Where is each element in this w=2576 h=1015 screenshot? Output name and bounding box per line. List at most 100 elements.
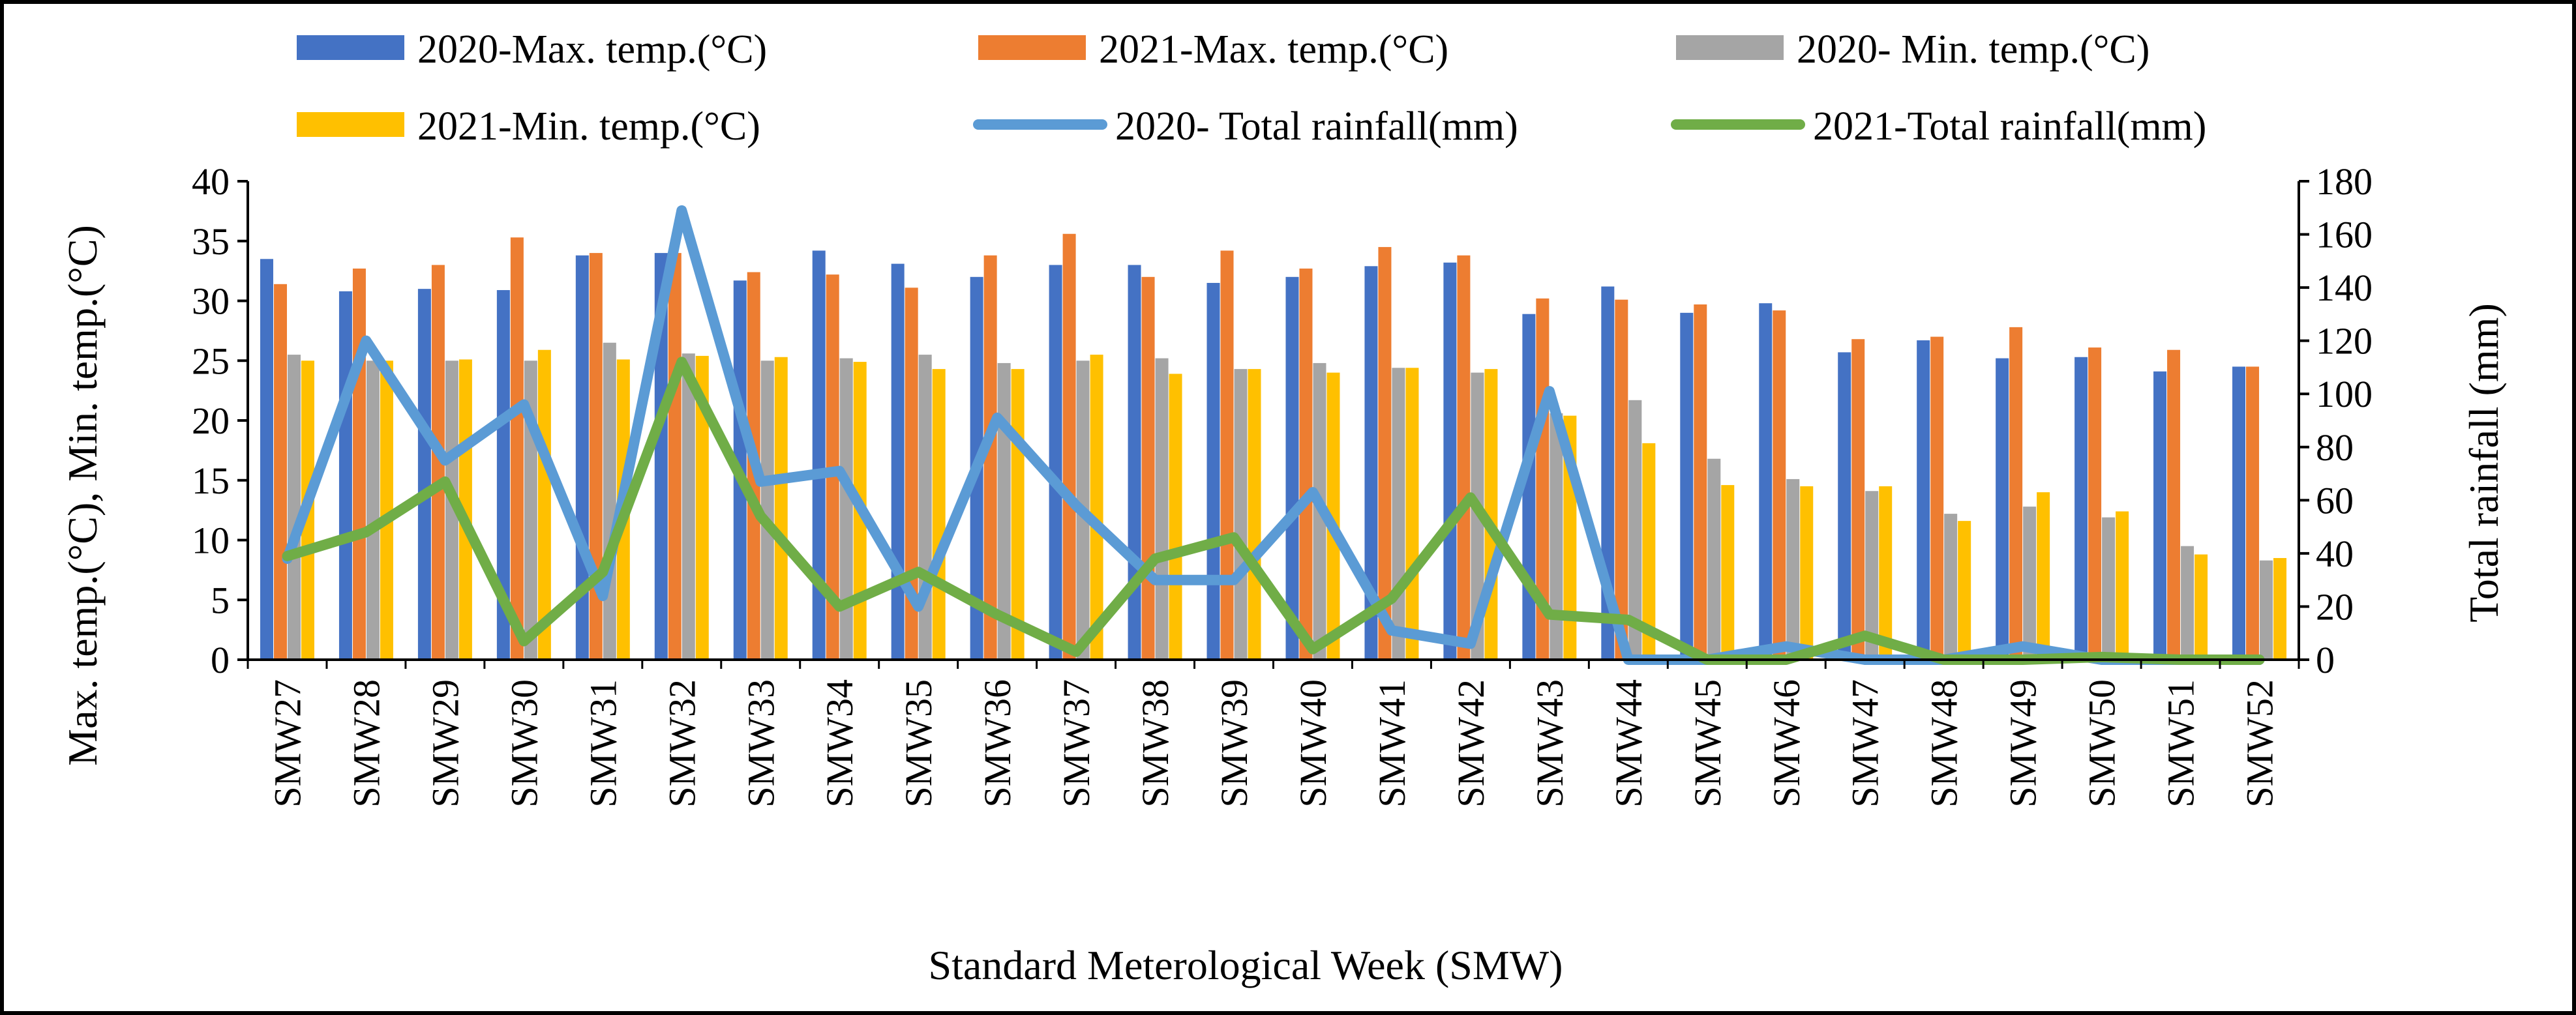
bar — [654, 253, 668, 660]
legend-label: 2020-Max. temp.(°C) — [417, 27, 767, 72]
bar — [839, 358, 853, 660]
bar — [2102, 517, 2116, 660]
x-tick-label: SMW42 — [1450, 679, 1492, 808]
bar — [2009, 327, 2023, 660]
x-tick-label: SMW38 — [1134, 679, 1176, 808]
bar — [1642, 443, 1656, 660]
bar — [1141, 276, 1155, 660]
x-tick-label: SMW29 — [424, 679, 466, 808]
x-tick-label: SMW27 — [266, 679, 308, 808]
y-tick-label: 25 — [192, 340, 230, 382]
x-tick-label: SMW45 — [1686, 679, 1729, 808]
x-tick-label: SMW30 — [503, 679, 545, 808]
bar — [2232, 366, 2246, 660]
bar — [1917, 340, 1930, 660]
legend-label: 2021-Total rainfall(mm) — [1813, 104, 2206, 149]
bar — [1220, 250, 1234, 660]
x-tick-label: SMW28 — [345, 679, 387, 808]
bar — [2167, 349, 2181, 660]
bar — [1944, 514, 1958, 660]
bar — [338, 291, 352, 660]
x-tick-label: SMW52 — [2239, 679, 2281, 808]
x-tick-label: SMW41 — [1371, 679, 1413, 808]
x-tick-label: SMW36 — [976, 679, 1019, 808]
bars — [260, 233, 2287, 660]
y-tick-label: 20 — [192, 400, 230, 442]
y2-tick-label: 80 — [2316, 426, 2354, 469]
x-tick-label: SMW39 — [1213, 679, 1255, 808]
bar — [812, 250, 826, 660]
bar — [1285, 276, 1299, 660]
bar — [1786, 478, 1800, 660]
bar — [891, 263, 905, 660]
left-axis: 0 5 10 15 20 25 30 35 40 — [192, 160, 249, 681]
y2-tick-label: 20 — [2316, 585, 2354, 628]
y2-tick-label: 40 — [2316, 533, 2354, 575]
y-tick-label: 35 — [192, 220, 230, 263]
bar — [510, 237, 524, 660]
bar — [2153, 371, 2167, 660]
bar — [1364, 266, 1378, 660]
bar — [352, 268, 366, 660]
bar — [681, 353, 695, 660]
bar — [2194, 554, 2208, 660]
bar — [366, 360, 380, 660]
legend-label: 2021-Max. temp.(°C) — [1099, 27, 1448, 72]
bar — [1930, 336, 1944, 660]
bar — [445, 360, 458, 660]
bar — [760, 360, 774, 660]
bar — [774, 357, 788, 660]
bar — [496, 289, 510, 660]
bar — [1392, 368, 1405, 660]
bar — [1405, 368, 1419, 660]
bar — [1299, 268, 1313, 660]
bar — [1206, 282, 1220, 660]
y2-tick-label: 0 — [2316, 639, 2335, 681]
right-axis: 0 20 40 60 80 100 120 140 160 180 — [2298, 160, 2373, 681]
x-tick-label: SMW40 — [1292, 679, 1334, 808]
bar — [2260, 560, 2273, 660]
x-tick-label: SMW43 — [1529, 679, 1571, 808]
x-tick-label: SMW32 — [661, 679, 703, 808]
bar — [997, 362, 1011, 660]
legend-swatch — [297, 35, 404, 60]
bar — [1628, 400, 1642, 660]
bar — [1234, 369, 1248, 660]
x-axis: SMW27 SMW28 SMW29 SMW30 SMW31 SMW32 SMW33 SMW34… — [247, 658, 2300, 808]
bar — [1759, 303, 1773, 660]
bar — [905, 287, 918, 660]
bar — [1248, 369, 1261, 660]
x-tick-label: SMW49 — [2002, 679, 2044, 808]
bar — [983, 255, 997, 660]
bar — [1378, 246, 1392, 660]
bar — [2181, 546, 2194, 660]
legend-label: 2020- Min. temp.(°C) — [1797, 27, 2149, 72]
bar — [1615, 299, 1628, 660]
bar — [380, 360, 393, 660]
bar — [1851, 339, 1865, 660]
bar — [458, 359, 472, 660]
bar — [603, 342, 616, 660]
legend: 2020-Max. temp.(°C) 2021-Max. temp.(°C) 20… — [297, 27, 2206, 149]
y2-tick-label: 180 — [2316, 160, 2373, 203]
bar — [918, 355, 932, 660]
bar — [431, 265, 445, 660]
y-tick-label: 15 — [192, 460, 230, 502]
bar — [1865, 491, 1879, 660]
bar — [1958, 521, 1971, 660]
legend-swatch — [297, 112, 404, 137]
x-tick-label: SMW48 — [1923, 679, 1966, 808]
bar — [1062, 233, 1076, 660]
bar — [1155, 358, 1169, 660]
bar — [1169, 374, 1182, 660]
bar — [1879, 486, 1893, 660]
x-tick-label: SMW51 — [2160, 679, 2202, 808]
x-tick-label: SMW50 — [2081, 679, 2123, 808]
y2-tick-label: 140 — [2316, 267, 2373, 309]
bar — [2246, 366, 2260, 660]
x-tick-label: SMW31 — [582, 679, 624, 808]
y-tick-label: 40 — [192, 160, 230, 203]
legend-label: 2021-Min. temp.(°C) — [417, 104, 760, 149]
y-tick-label: 5 — [211, 579, 230, 621]
